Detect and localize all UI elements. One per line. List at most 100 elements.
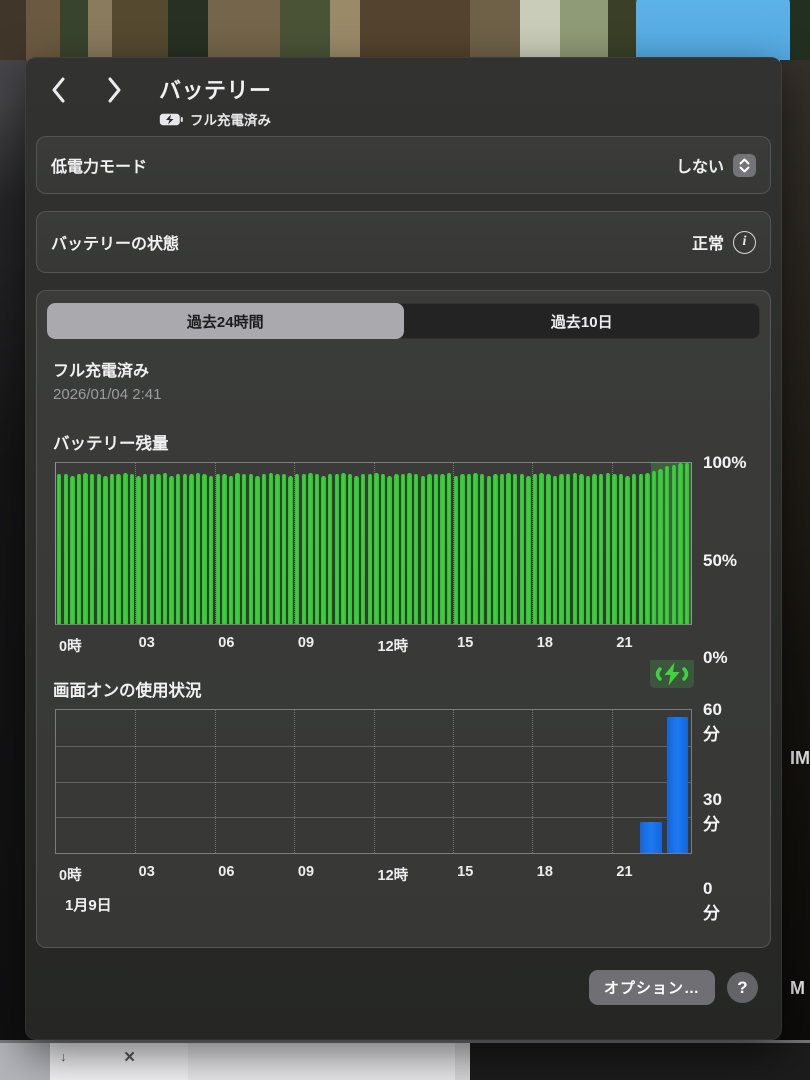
- screen-on-bars: [56, 710, 691, 853]
- battery-bar: [334, 474, 340, 624]
- battery-bar: [559, 474, 564, 624]
- screen-on-slot: [585, 710, 611, 853]
- tab-last-10-days[interactable]: 過去10日: [550, 313, 613, 331]
- gridline-vertical: [214, 710, 216, 853]
- battery-bar: [222, 474, 227, 624]
- battery-health-row: バッテリーの状態 正常 i: [36, 211, 771, 273]
- charge-status-timestamp: 2026/01/04 2:41: [53, 386, 162, 403]
- chevron-up-icon: [739, 158, 750, 164]
- battery-bar: [572, 472, 577, 624]
- battery-bar: [387, 475, 392, 624]
- battery-y-axis: 100% 50% 0%: [703, 453, 746, 668]
- screen-on-chart-title: 画面オンの使用状況: [53, 682, 202, 700]
- forward-button[interactable]: [97, 73, 131, 107]
- battery-bar: [598, 474, 604, 624]
- battery-bar: [460, 474, 465, 624]
- battery-bar: [651, 471, 657, 624]
- screen-on-slot: [373, 710, 399, 853]
- x-tick: 06: [218, 635, 235, 651]
- x-tick: 0時: [59, 868, 82, 884]
- battery-bar: [123, 472, 128, 624]
- charge-status-block: フル充電済み 2026/01/04 2:41: [53, 357, 754, 403]
- battery-bar: [116, 474, 121, 624]
- header-status-label: フル充電済み: [190, 113, 271, 128]
- x-tick: 18: [536, 635, 553, 651]
- screen-on-slot: [241, 710, 267, 853]
- screen-on-slot: [321, 710, 347, 853]
- battery-bar: [367, 474, 373, 624]
- back-button[interactable]: [41, 73, 75, 107]
- y-tick: 0%: [703, 648, 728, 667]
- battery-x-axis: 0時 03 06 09 12時 15 18 21: [55, 629, 692, 659]
- x-tick: 21: [616, 864, 633, 880]
- x-tick: 21: [616, 635, 633, 651]
- battery-bar: [380, 474, 386, 624]
- battery-bar: [347, 474, 353, 624]
- battery-settings-window: バッテリー フル充電済み 低電力モード しない バッテリーの状態 正常: [25, 57, 782, 1040]
- battery-bar: [539, 472, 544, 624]
- battery-bar: [684, 463, 690, 624]
- charge-status-title: フル充電済み: [53, 363, 150, 380]
- gridline-vertical: [294, 710, 296, 853]
- background-text-fragment: IM: [790, 748, 810, 768]
- battery-bar: [209, 475, 214, 624]
- charging-indicator: [650, 660, 695, 688]
- battery-bar: [301, 474, 306, 624]
- battery-bar: [374, 472, 379, 624]
- battery-bar: [480, 474, 485, 624]
- battery-bar: [658, 469, 663, 624]
- battery-bar: [618, 474, 624, 624]
- battery-bar: [83, 472, 88, 624]
- window-header: バッテリー フル充電済み: [25, 57, 782, 128]
- gridline-vertical: [452, 463, 454, 624]
- help-button[interactable]: ?: [727, 972, 758, 1003]
- screen-on-slot: [268, 710, 294, 853]
- battery-bar: [327, 474, 333, 624]
- battery-bar: [228, 475, 234, 624]
- battery-bar: [70, 475, 75, 624]
- screen-on-slot: [612, 710, 638, 853]
- battery-bar: [565, 474, 571, 624]
- gridline-vertical: [135, 710, 137, 853]
- y-tick: 30分: [703, 789, 722, 834]
- battery-bar: [638, 474, 644, 624]
- x-tick: 0時: [59, 639, 82, 655]
- info-icon[interactable]: i: [733, 230, 756, 254]
- gridline-vertical: [294, 463, 296, 624]
- background-close-glyph: ×: [124, 1047, 136, 1068]
- screen-on-slot: [532, 710, 558, 853]
- options-button[interactable]: オプション…: [588, 970, 715, 1005]
- tab-last-24-hours[interactable]: 過去24時間: [47, 303, 404, 339]
- screen-on-slot: [215, 710, 241, 853]
- battery-bar: [288, 475, 293, 624]
- battery-bar: [592, 474, 597, 624]
- gridline-horizontal: [56, 745, 691, 747]
- battery-bar: [605, 472, 610, 624]
- x-tick: 15: [457, 864, 474, 880]
- battery-bar: [394, 474, 399, 624]
- gridline-horizontal: [56, 817, 691, 819]
- x-tick: 12時: [377, 639, 409, 655]
- battery-bar: [519, 474, 525, 624]
- battery-bar: [268, 472, 273, 624]
- battery-bar: [427, 474, 432, 624]
- battery-bar: [625, 475, 630, 624]
- battery-bar: [400, 474, 406, 624]
- battery-bar: [195, 472, 201, 624]
- battery-bar: [314, 474, 320, 624]
- screen-x-axis: 0時 03 06 09 12時 15 18 21: [55, 858, 692, 888]
- battery-bar: [275, 474, 280, 624]
- screen-on-bar: [666, 717, 689, 853]
- gridline-vertical: [214, 463, 216, 624]
- screen-on-chart[interactable]: [55, 709, 692, 854]
- x-tick: 06: [218, 864, 235, 880]
- y-tick: 0分: [703, 879, 720, 923]
- battery-level-chart-title: バッテリー残量: [53, 435, 169, 453]
- battery-bar: [473, 472, 478, 624]
- battery-bar: [407, 472, 412, 624]
- low-power-mode-popup-button[interactable]: [733, 153, 756, 177]
- battery-level-chart[interactable]: [55, 462, 692, 625]
- screen-on-slot: [135, 710, 161, 853]
- battery-bar: [354, 475, 359, 624]
- battery-bar: [361, 474, 366, 624]
